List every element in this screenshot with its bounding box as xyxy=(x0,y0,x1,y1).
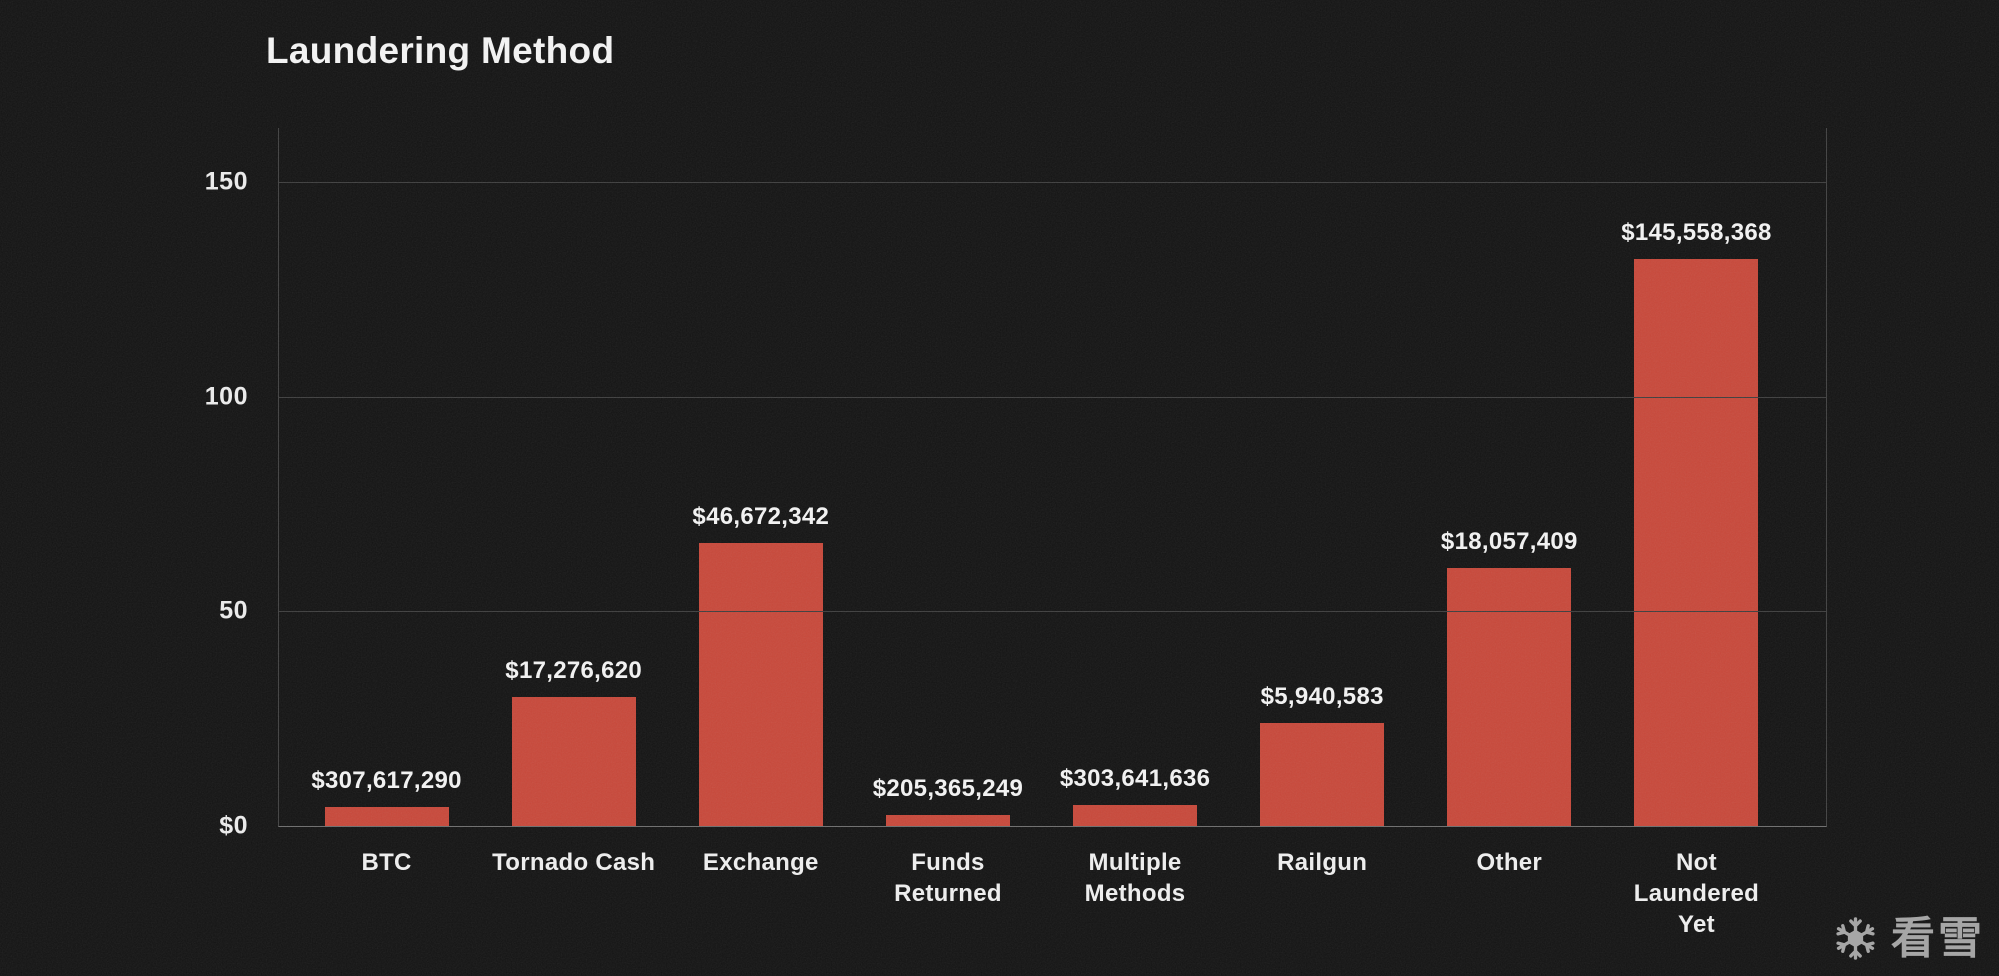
gridline xyxy=(279,182,1826,183)
bar-category-label: Funds Returned xyxy=(894,849,1002,907)
ytick-label: $0 xyxy=(219,811,248,840)
snowflake-icon xyxy=(1836,917,1875,960)
bar-value-label: $303,641,636 xyxy=(1059,764,1211,792)
bar xyxy=(1073,804,1198,826)
chart-title: Laundering Method xyxy=(266,30,615,71)
bar-column: $5,940,583 Railgun xyxy=(1229,128,1416,876)
bar-category-label: Other xyxy=(1476,849,1543,876)
plot-area: $307,617,290 BTC $17,276,620 Tornado Cash $4… xyxy=(278,128,1827,938)
bar xyxy=(1634,259,1759,826)
bar-category-label: Multiple Methods xyxy=(1084,849,1186,907)
bar xyxy=(698,542,823,826)
bar-category-label: Exchange xyxy=(702,849,819,876)
y-axis-labels: $0 50 100 150 xyxy=(0,128,256,840)
bar-value-label: $46,672,342 xyxy=(692,502,830,530)
bar-category-label: Tornado Cash xyxy=(492,849,656,876)
bar-value-label: $18,057,409 xyxy=(1440,528,1578,556)
bars-row: $307,617,290 BTC $17,276,620 Tornado Cash $4… xyxy=(293,128,1790,938)
watermark: 看雪 xyxy=(1832,915,1985,962)
bar-column: $205,365,249 Funds Returned xyxy=(854,128,1041,907)
gridline xyxy=(279,396,1826,398)
bar xyxy=(1447,568,1572,826)
bar-value-label: $17,276,620 xyxy=(505,657,643,685)
ytick-label: 50 xyxy=(219,596,248,625)
gridline xyxy=(279,611,1826,613)
ytick-label: 150 xyxy=(204,167,248,196)
bar-value-label: $205,365,249 xyxy=(872,774,1024,802)
bar-column: $17,276,620 Tornado Cash xyxy=(480,128,667,876)
bar-category-label: Not Laundered Yet xyxy=(1633,849,1760,938)
bar-column: $46,672,342 Exchange xyxy=(667,128,854,876)
bar-category-label: Railgun xyxy=(1277,849,1368,876)
bar xyxy=(511,697,636,826)
bar-column: $145,558,368 Not Laundered Yet xyxy=(1603,128,1790,938)
bar-column: $307,617,290 BTC xyxy=(293,128,480,876)
bar xyxy=(885,814,1010,826)
bar-category-label: BTC xyxy=(361,849,412,876)
bar-value-label: $307,617,290 xyxy=(311,766,462,794)
bar-value-label: $145,558,368 xyxy=(1621,219,1772,247)
ytick-label: 100 xyxy=(204,382,248,411)
bar-column: $303,641,636 Multiple Methods xyxy=(1042,128,1229,907)
bar xyxy=(324,806,449,826)
bar-column: $18,057,409 Other xyxy=(1416,128,1603,876)
bar-value-label: $5,940,583 xyxy=(1260,682,1384,710)
watermark-text: 看雪 xyxy=(1891,913,1985,963)
bar xyxy=(1260,722,1385,826)
